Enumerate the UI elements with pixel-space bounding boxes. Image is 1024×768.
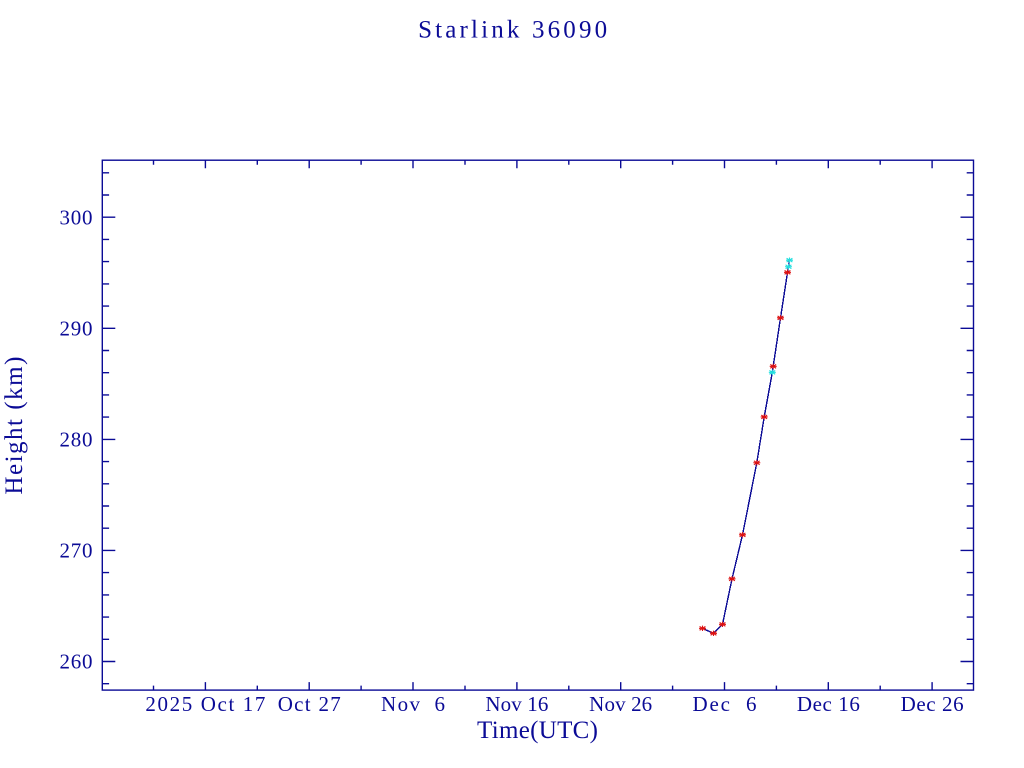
svg-text:2025 Oct 17: 2025 Oct 17	[145, 692, 265, 716]
svg-text:300: 300	[60, 205, 93, 229]
svg-text:Nov 6: Nov 6	[381, 692, 445, 716]
svg-text:290: 290	[60, 316, 93, 340]
svg-text:Dec 6: Dec 6	[693, 692, 757, 716]
svg-text:Dec 16: Dec 16	[797, 692, 860, 716]
svg-text:Height (km): Height (km)	[1, 357, 28, 495]
svg-text:260: 260	[60, 650, 93, 674]
svg-text:Nov 26: Nov 26	[589, 692, 652, 716]
svg-text:Time(UTC): Time(UTC)	[477, 717, 598, 744]
svg-text:Starlink 36090: Starlink 36090	[418, 17, 607, 44]
svg-text:Oct 27: Oct 27	[278, 692, 341, 716]
svg-text:Nov 16: Nov 16	[485, 692, 548, 716]
svg-text:280: 280	[60, 428, 93, 452]
svg-text:Dec 26: Dec 26	[901, 692, 964, 716]
svg-text:270: 270	[60, 539, 93, 563]
